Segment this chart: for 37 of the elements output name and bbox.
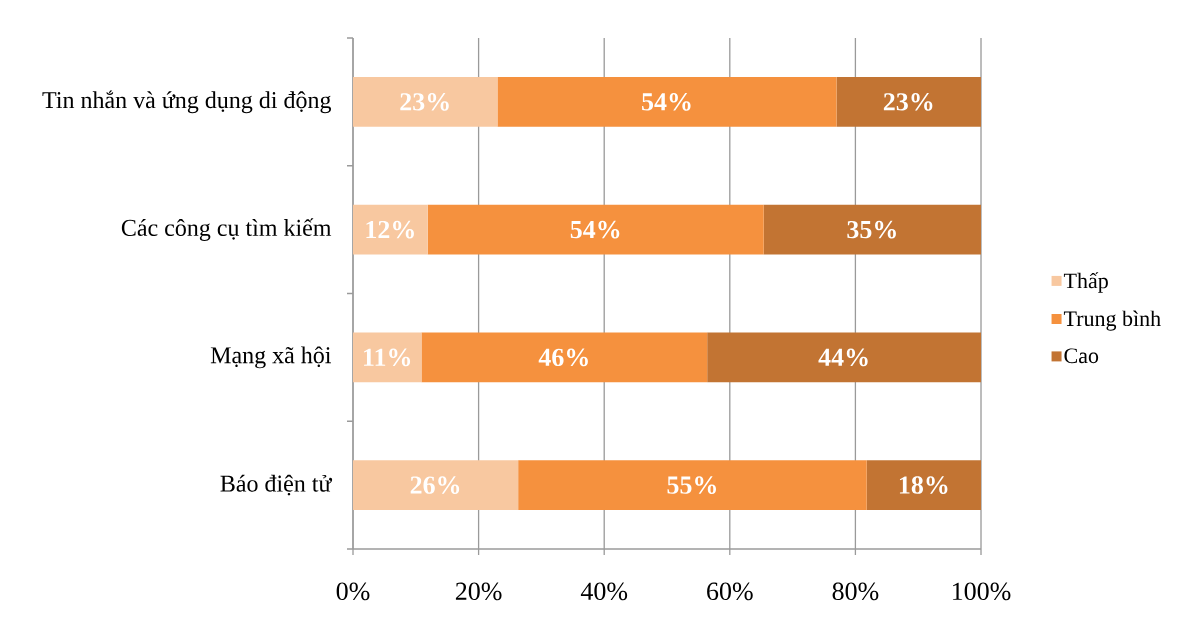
bar bbox=[353, 460, 519, 511]
bar bbox=[866, 460, 982, 511]
bar bbox=[707, 332, 982, 383]
data-label: 35% bbox=[847, 220, 896, 239]
legend-label: Cao bbox=[1064, 348, 1099, 364]
x-tick-label: 20% bbox=[455, 582, 502, 601]
bar bbox=[353, 332, 422, 383]
bar bbox=[518, 460, 867, 511]
bar bbox=[353, 204, 428, 255]
bar bbox=[763, 204, 982, 255]
x-tick-label: 0% bbox=[336, 582, 370, 601]
data-label: 11% bbox=[364, 348, 411, 367]
data-label: 54% bbox=[642, 93, 691, 111]
y-tick-label: Mạng xã hội bbox=[210, 346, 332, 369]
data-label: 54% bbox=[570, 220, 620, 239]
data-label: 55% bbox=[667, 476, 716, 494]
bar bbox=[836, 76, 982, 127]
bar bbox=[427, 204, 764, 255]
x-tick-label: 100% bbox=[952, 582, 1011, 601]
data-label: 26% bbox=[410, 476, 460, 494]
y-tick-label: Các công cụ tìm kiếm bbox=[121, 218, 332, 241]
bar bbox=[421, 332, 708, 383]
bar bbox=[353, 76, 498, 127]
x-tick-label: 60% bbox=[707, 582, 753, 601]
legend-label: Trung bình bbox=[1063, 310, 1161, 331]
y-tick-label: Báo điện tử bbox=[220, 474, 333, 496]
data-label: 44% bbox=[818, 348, 868, 367]
data-label: 46% bbox=[538, 348, 588, 367]
data-label: 18% bbox=[899, 476, 948, 494]
x-tick-label: 40% bbox=[580, 582, 628, 601]
bar bbox=[497, 76, 837, 127]
y-tick-label: Tin nhắn và ứng dụng di động bbox=[42, 90, 332, 114]
data-label: 12% bbox=[366, 220, 414, 239]
data-label: 23% bbox=[883, 93, 933, 111]
legend-label: Thấp bbox=[1063, 272, 1108, 293]
data-label: 23% bbox=[400, 93, 449, 111]
x-tick-label: 80% bbox=[832, 582, 879, 601]
